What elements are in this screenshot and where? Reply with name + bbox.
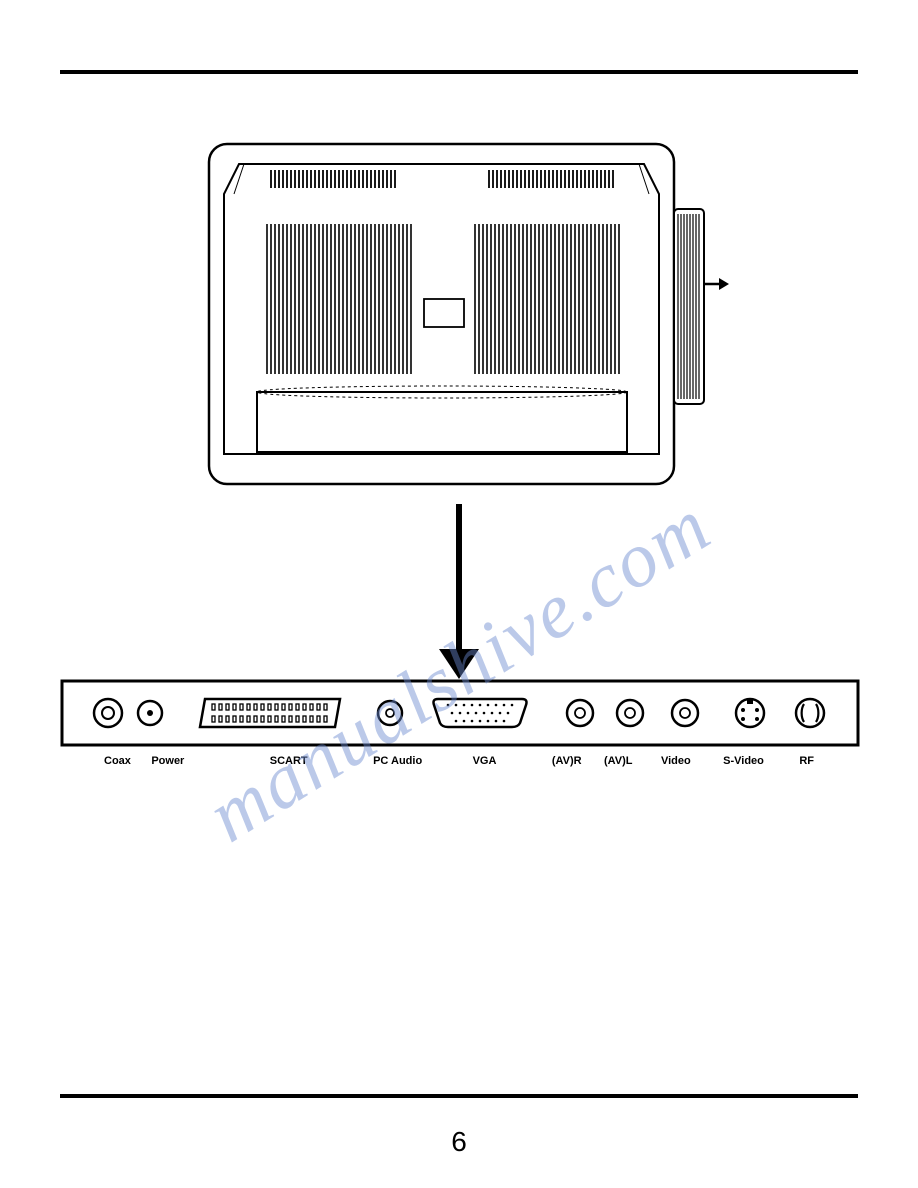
header-rule xyxy=(60,70,858,74)
port-label-scart: SCART xyxy=(270,755,308,767)
port-labels-row: Coax Power SCART PC Audio VGA (AV)R (AV)… xyxy=(104,755,814,767)
port-label-avr: (AV)R xyxy=(552,755,582,767)
port-label-power: Power xyxy=(151,755,184,767)
port-label-rf: RF xyxy=(799,755,814,767)
arrow-down-icon xyxy=(434,504,484,679)
port-label-video: Video xyxy=(661,755,691,767)
footer-rule xyxy=(60,1094,858,1098)
port-label-coax: Coax xyxy=(104,755,131,767)
diagram-container: Coax Power SCART PC Audio VGA (AV)R (AV)… xyxy=(60,134,858,767)
port-strip-diagram xyxy=(60,679,860,747)
monitor-back-diagram xyxy=(189,134,729,514)
port-label-avl: (AV)L xyxy=(604,755,633,767)
page-container: Coax Power SCART PC Audio VGA (AV)R (AV)… xyxy=(0,0,918,1188)
port-label-vga: VGA xyxy=(473,755,497,767)
page-number: 6 xyxy=(0,1126,918,1158)
port-label-svideo: S-Video xyxy=(723,755,764,767)
port-label-pc-audio: PC Audio xyxy=(373,755,422,767)
